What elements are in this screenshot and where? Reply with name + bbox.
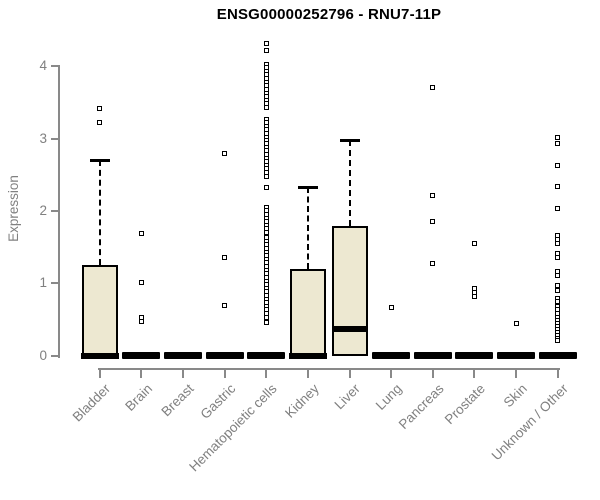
x-tick bbox=[348, 368, 351, 378]
x-tick-label: Pancreas bbox=[395, 381, 447, 432]
y-tick bbox=[51, 282, 58, 285]
whisker bbox=[348, 140, 351, 227]
x-tick-label: Unknown / Other bbox=[488, 381, 572, 464]
box bbox=[331, 226, 368, 357]
zero-bar bbox=[164, 352, 203, 359]
outlier-point bbox=[430, 261, 436, 267]
x-tick-label: Prostate bbox=[441, 381, 488, 428]
y-tick bbox=[51, 354, 58, 357]
outlier-point bbox=[555, 183, 561, 189]
outlier-point bbox=[555, 255, 561, 261]
x-tick bbox=[390, 368, 393, 378]
outlier-point bbox=[263, 319, 269, 325]
y-tick-label: 0 bbox=[39, 347, 47, 363]
zero-bar bbox=[538, 352, 577, 359]
x-tick-label: Bladder bbox=[69, 381, 114, 425]
x-tick bbox=[431, 368, 434, 378]
y-tick-label: 3 bbox=[39, 130, 47, 146]
zero-bar bbox=[122, 352, 161, 359]
zero-bar bbox=[413, 352, 452, 359]
x-tick-label: Breast bbox=[158, 381, 197, 420]
outlier-point bbox=[555, 287, 561, 293]
x-tick-label: Skin bbox=[500, 381, 530, 411]
x-tick bbox=[515, 368, 517, 378]
y-axis-line bbox=[58, 65, 60, 358]
outlier-point bbox=[555, 337, 561, 343]
x-tick bbox=[306, 368, 309, 378]
outlier-point bbox=[97, 105, 103, 111]
zero-bar bbox=[497, 352, 535, 359]
zero-bar bbox=[455, 352, 494, 359]
x-tick bbox=[265, 368, 268, 378]
x-tick bbox=[140, 368, 143, 378]
whisker-cap bbox=[339, 139, 360, 143]
outlier-point bbox=[222, 254, 228, 260]
zero-bar bbox=[372, 352, 411, 359]
outlier-point bbox=[388, 305, 394, 311]
y-tick bbox=[51, 137, 58, 140]
outlier-point bbox=[222, 150, 228, 156]
x-tick-label: Lung bbox=[372, 381, 405, 413]
y-tick-label: 4 bbox=[39, 58, 47, 74]
zero-bar bbox=[205, 352, 244, 359]
x-axis-line bbox=[98, 368, 560, 370]
outlier-point bbox=[430, 218, 436, 224]
x-tick-label: Liver bbox=[331, 381, 364, 413]
outlier-point bbox=[138, 319, 144, 325]
box bbox=[81, 265, 118, 358]
outlier-point bbox=[471, 294, 477, 300]
outlier-point bbox=[138, 279, 144, 285]
x-tick bbox=[473, 368, 476, 378]
y-tick bbox=[51, 65, 58, 68]
whisker bbox=[306, 187, 309, 270]
x-tick bbox=[556, 368, 559, 378]
whisker-cap bbox=[89, 159, 110, 163]
outlier-point bbox=[138, 230, 144, 236]
outlier-point bbox=[555, 162, 561, 168]
outlier-point bbox=[430, 193, 436, 199]
x-tick bbox=[223, 368, 226, 378]
chart-title: ENSG00000252796 - RNU7-11P bbox=[216, 6, 442, 23]
outlier-point bbox=[555, 240, 561, 246]
outlier-point bbox=[263, 105, 269, 110]
median-line bbox=[331, 325, 368, 332]
box bbox=[289, 269, 326, 358]
whisker bbox=[98, 160, 101, 266]
y-tick bbox=[51, 209, 58, 212]
y-tick-label: 1 bbox=[39, 275, 47, 291]
outlier-point bbox=[263, 173, 269, 179]
outlier-point bbox=[471, 240, 477, 246]
x-tick-label: Brain bbox=[122, 381, 156, 414]
outlier-point bbox=[97, 120, 103, 126]
outlier-point bbox=[555, 282, 561, 288]
median-line bbox=[80, 352, 119, 359]
outlier-point bbox=[430, 84, 436, 90]
x-tick-label: Gastric bbox=[197, 381, 239, 422]
whisker-cap bbox=[297, 186, 318, 190]
outlier-point bbox=[263, 41, 269, 47]
outlier-point bbox=[555, 134, 561, 140]
outlier-point bbox=[222, 303, 228, 309]
x-tick-label: Kidney bbox=[281, 381, 322, 421]
outlier-point bbox=[555, 141, 561, 147]
outlier-point bbox=[263, 47, 269, 53]
x-tick bbox=[98, 368, 101, 378]
outlier-point bbox=[555, 273, 561, 279]
outlier-point bbox=[263, 230, 269, 236]
y-tick-label: 2 bbox=[39, 202, 47, 218]
outlier-point bbox=[263, 184, 269, 190]
outlier-point bbox=[513, 321, 519, 327]
median-line bbox=[288, 352, 327, 359]
outlier-point bbox=[555, 206, 561, 212]
zero-bar bbox=[247, 352, 286, 359]
x-tick bbox=[182, 368, 185, 378]
